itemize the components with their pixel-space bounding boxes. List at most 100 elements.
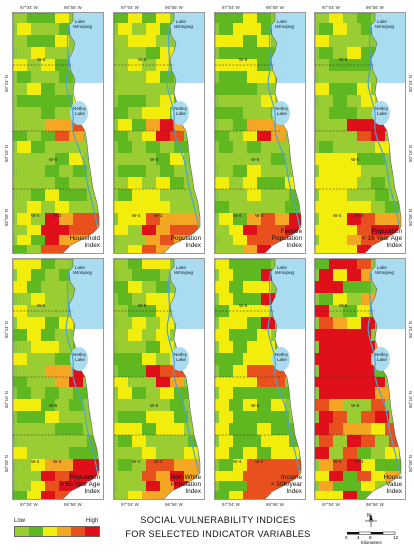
census-block bbox=[160, 459, 174, 471]
census-block bbox=[333, 71, 347, 83]
census-block bbox=[118, 23, 132, 35]
ward-w3-label: W-3 bbox=[255, 459, 264, 464]
census-block bbox=[41, 83, 55, 95]
census-block bbox=[174, 459, 188, 471]
census-block bbox=[319, 411, 333, 423]
legend-swatch bbox=[71, 527, 85, 536]
census-block bbox=[146, 95, 160, 107]
census-block bbox=[27, 201, 41, 213]
census-block bbox=[275, 213, 289, 225]
census-block bbox=[219, 189, 233, 201]
census-block bbox=[31, 189, 45, 201]
census-block bbox=[55, 259, 69, 269]
census-block bbox=[343, 447, 357, 459]
netley-lake bbox=[372, 347, 390, 371]
census-block bbox=[31, 119, 45, 131]
census-block bbox=[257, 399, 271, 411]
census-block bbox=[229, 131, 243, 141]
longitude-label-top: 96°56' W bbox=[266, 5, 284, 10]
census-block bbox=[13, 13, 27, 23]
census-block bbox=[329, 447, 343, 459]
census-block bbox=[184, 423, 198, 435]
census-block bbox=[271, 131, 285, 141]
census-block bbox=[215, 131, 229, 141]
census-block bbox=[118, 269, 132, 281]
census-block bbox=[271, 399, 285, 411]
census-block bbox=[329, 491, 343, 499]
longitude-label-bottom: 96°56' W bbox=[266, 502, 284, 507]
census-block bbox=[319, 435, 333, 447]
census-block bbox=[215, 201, 229, 213]
legend-swatch bbox=[43, 527, 57, 536]
census-block bbox=[243, 491, 257, 499]
choropleth-map bbox=[114, 13, 204, 253]
latitude-label-left: 50°16' N bbox=[4, 145, 9, 162]
census-block bbox=[27, 177, 41, 189]
census-block bbox=[315, 377, 329, 387]
census-block bbox=[229, 13, 243, 23]
census-block bbox=[13, 491, 27, 499]
census-block bbox=[315, 107, 329, 119]
census-block bbox=[361, 189, 375, 201]
scale-tick-4: 4 bbox=[357, 535, 360, 540]
census-block bbox=[343, 329, 357, 341]
census-block bbox=[59, 387, 73, 399]
census-block bbox=[385, 201, 399, 213]
panel-title: Income < 50K/year Index bbox=[270, 474, 302, 495]
census-block bbox=[275, 165, 289, 177]
census-block bbox=[118, 365, 132, 377]
census-block bbox=[128, 423, 142, 435]
census-block bbox=[31, 317, 45, 329]
census-block bbox=[275, 459, 289, 471]
census-block bbox=[170, 177, 184, 189]
census-block bbox=[315, 399, 329, 411]
census-block bbox=[333, 293, 347, 305]
census-block bbox=[184, 177, 198, 189]
figure-title-line2: FOR SELECTED INDICATOR VARIABLES bbox=[125, 529, 311, 539]
census-block bbox=[55, 281, 69, 293]
census-block bbox=[45, 189, 59, 201]
census-block bbox=[257, 83, 271, 95]
census-block bbox=[118, 95, 132, 107]
census-block bbox=[347, 269, 361, 281]
census-block bbox=[45, 459, 59, 471]
census-block bbox=[114, 491, 128, 499]
census-block bbox=[142, 177, 156, 189]
census-block bbox=[247, 269, 261, 281]
census-block bbox=[55, 471, 69, 481]
census-block bbox=[233, 341, 247, 353]
census-block bbox=[142, 13, 156, 23]
census-block bbox=[261, 387, 275, 399]
census-block bbox=[329, 471, 343, 481]
lake-winnipeg-label: Winnipeg bbox=[375, 24, 395, 29]
census-block bbox=[233, 119, 247, 131]
census-block bbox=[31, 23, 45, 35]
census-block bbox=[128, 377, 142, 387]
census-block bbox=[375, 481, 389, 491]
census-block bbox=[59, 141, 73, 153]
census-block bbox=[128, 83, 142, 95]
census-block bbox=[261, 411, 275, 423]
lake-winnipeg-label: Lake bbox=[277, 19, 287, 24]
census-block bbox=[275, 435, 289, 447]
census-block bbox=[146, 269, 160, 281]
netley-lake-label: Netley bbox=[174, 106, 188, 111]
census-block bbox=[375, 213, 389, 225]
census-block bbox=[128, 471, 142, 481]
census-block bbox=[361, 141, 375, 153]
census-block bbox=[257, 201, 271, 213]
map-panel: Lake Winnipeg Netley Lake W-6 W-5 W-4 W-3 Female… bbox=[214, 12, 306, 254]
census-block bbox=[319, 459, 333, 471]
netley-lake bbox=[272, 101, 290, 125]
census-block bbox=[184, 471, 198, 481]
census-block bbox=[59, 293, 73, 305]
census-block bbox=[17, 213, 31, 225]
census-block bbox=[128, 131, 142, 141]
census-block bbox=[229, 447, 243, 459]
census-block bbox=[261, 141, 275, 153]
census-block bbox=[13, 225, 27, 235]
panel-title: Female Population Index bbox=[271, 228, 302, 249]
census-block bbox=[170, 471, 184, 481]
census-block bbox=[55, 35, 69, 47]
census-block bbox=[156, 399, 170, 411]
